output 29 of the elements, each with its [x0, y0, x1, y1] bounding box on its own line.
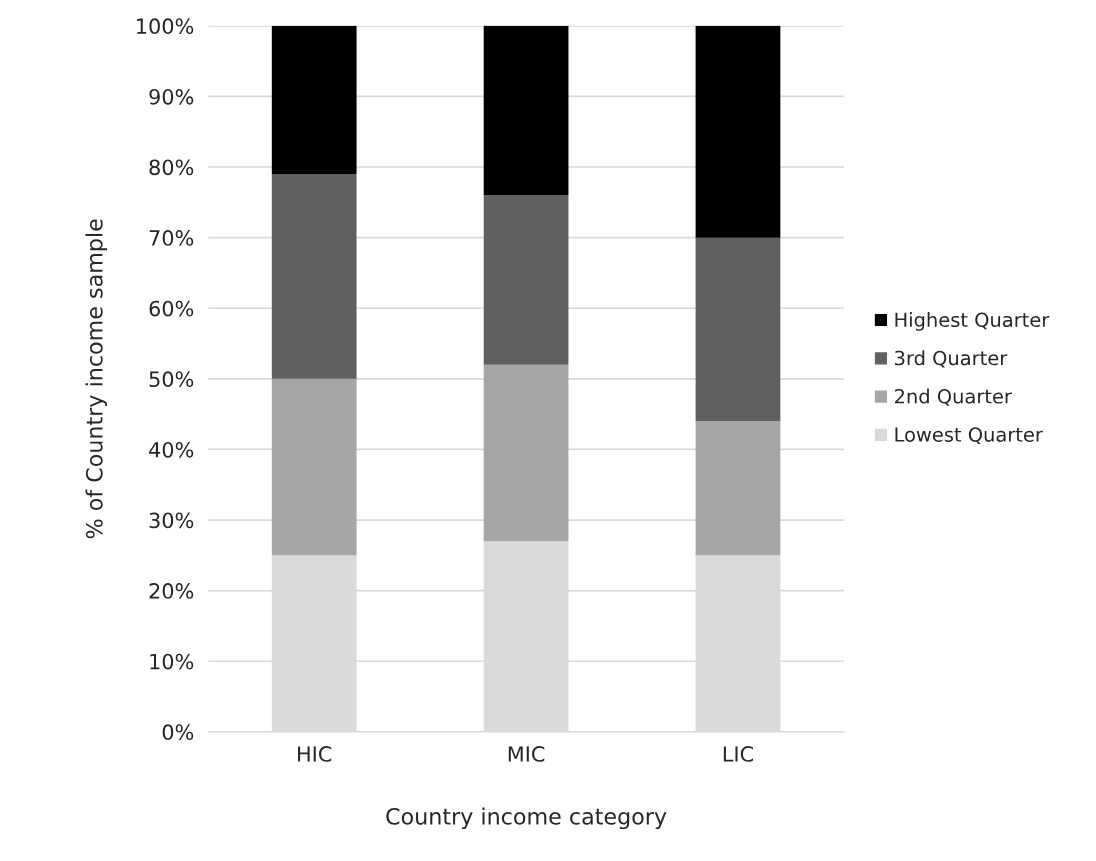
y-tick-label: 90% — [149, 88, 194, 105]
bar — [695, 25, 781, 238]
bar — [271, 25, 357, 175]
y-tick-label: 50% — [149, 371, 194, 388]
bar — [271, 378, 357, 556]
bar — [695, 237, 781, 422]
y-tick-label: 30% — [149, 512, 194, 529]
y-tick-label: 80% — [149, 159, 194, 176]
bar — [483, 195, 569, 365]
x-tick-label: MIC — [508, 746, 545, 762]
legend-label: Highest Quarter — [895, 312, 1050, 331]
bar — [695, 421, 781, 556]
x-tick-label: HIC — [298, 746, 332, 762]
y-tick-label: 40% — [149, 441, 194, 458]
x-tick-label: LIC — [723, 746, 753, 762]
y-tick-label: 100% — [137, 18, 194, 35]
y-tick-label: 70% — [149, 230, 194, 246]
bar — [483, 364, 569, 542]
y-axis-title: % of Country income sample — [85, 219, 108, 539]
y-tick-label: 20% — [149, 583, 194, 599]
y-tick-label: 10% — [150, 653, 194, 670]
x-axis-title: Country income category — [386, 807, 667, 830]
legend-label: 3rd Quarter — [895, 350, 1008, 368]
y-tick-label: 60% — [149, 300, 194, 317]
y-tick-label: 0% — [162, 724, 194, 741]
legend-label: Lowest Quarter — [895, 427, 1043, 445]
bar — [271, 174, 357, 379]
legend-label: 2nd Quarter — [895, 388, 1012, 406]
bar — [483, 25, 569, 196]
